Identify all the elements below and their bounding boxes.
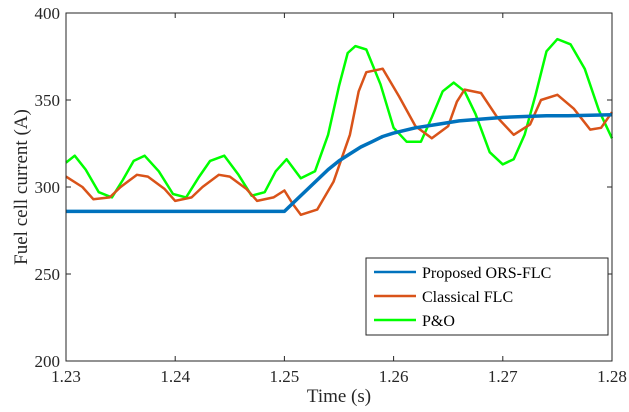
- y-tick-label: 300: [35, 178, 61, 197]
- legend-label-orsflc: Proposed ORS-FLC: [422, 265, 551, 282]
- x-tick-label: 1.27: [488, 367, 518, 386]
- x-tick-label: 1.24: [160, 367, 190, 386]
- x-tick-label: 1.28: [597, 367, 627, 386]
- x-tick-label: 1.23: [51, 367, 81, 386]
- x-tick-label: 1.25: [270, 367, 300, 386]
- y-tick-label: 350: [35, 91, 61, 110]
- series-line-po: [65, 37, 614, 199]
- x-tick-label: 1.26: [379, 367, 409, 386]
- y-tick-label: 250: [35, 265, 61, 284]
- series-line-classical-flc: [65, 67, 614, 217]
- y-axis-label: Fuel cell current (A): [11, 109, 32, 265]
- legend-label-classical-flc: Classical FLC: [422, 289, 513, 306]
- y-tick-label: 400: [35, 4, 61, 23]
- series-layer: [65, 37, 614, 217]
- axis-tick-labels: 1.23 1.24 1.25 1.26 1.27 1.28 200 250 300 350 400: [35, 4, 627, 386]
- series-line-orsflc: [66, 113, 613, 214]
- x-axis-label: Time (s): [307, 386, 371, 407]
- legend: Proposed ORS-FLC Classical FLC P&O: [365, 257, 609, 336]
- axis-ticks: [65, 12, 613, 362]
- legend-label-po: P&O: [422, 313, 455, 330]
- y-tick-label: 200: [35, 352, 61, 371]
